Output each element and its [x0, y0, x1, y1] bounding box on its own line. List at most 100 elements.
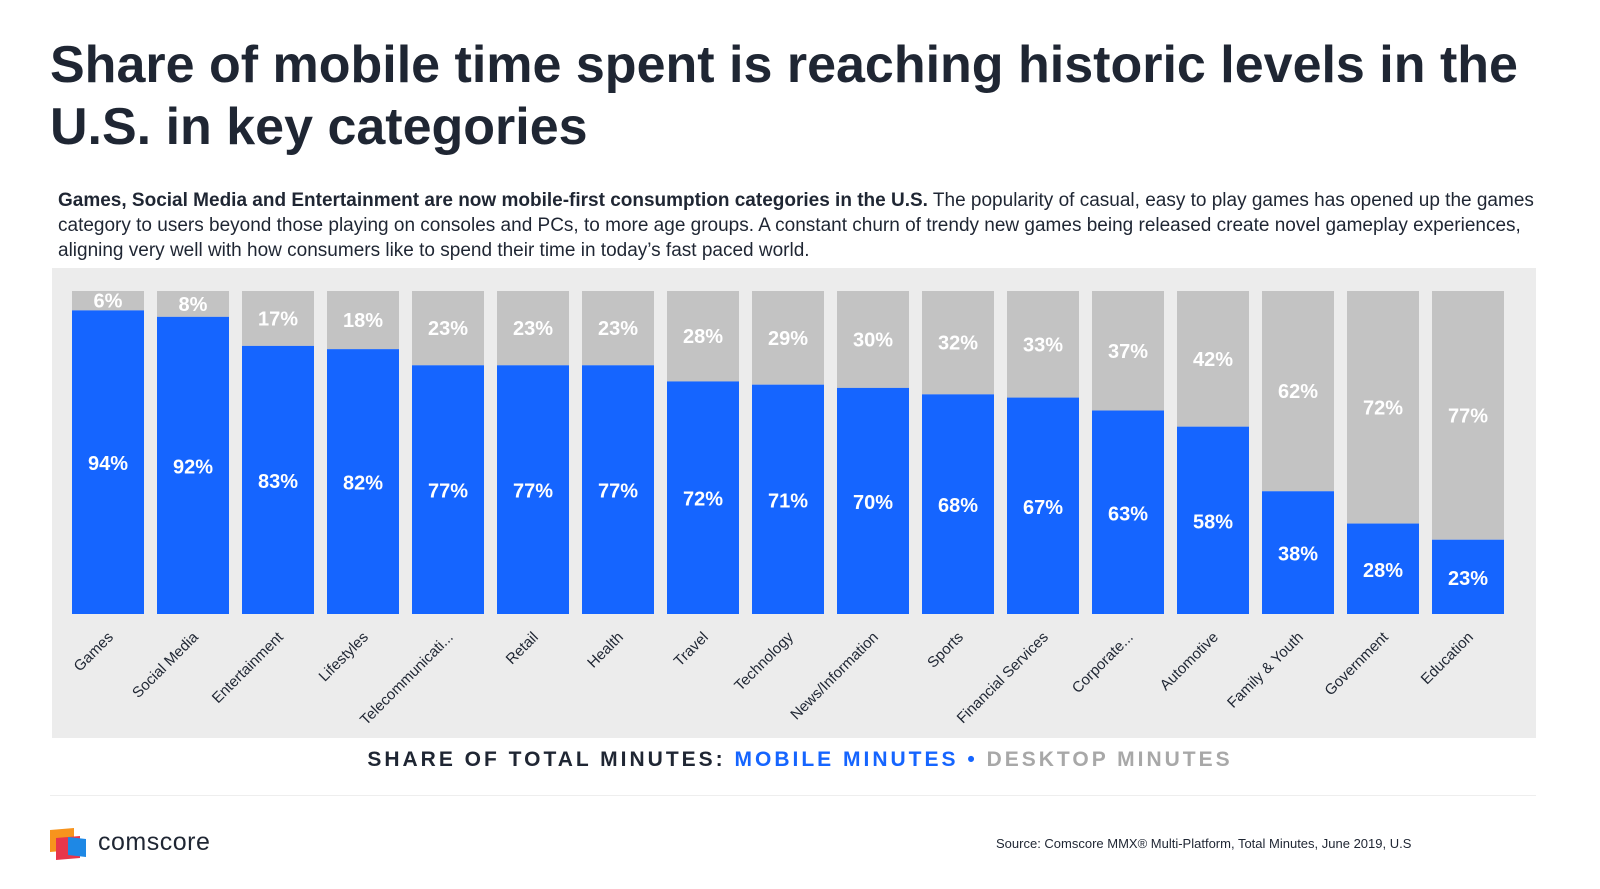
category-label: Education — [1418, 629, 1477, 688]
mobile-bar — [1262, 491, 1334, 614]
desktop-bar — [1007, 291, 1079, 398]
mobile-value-label: 94% — [88, 453, 128, 475]
mobile-value-label: 92% — [173, 456, 213, 478]
category-label: Family & Youth — [1224, 629, 1307, 712]
desktop-value-label: 37% — [1108, 341, 1148, 363]
desktop-value-label: 30% — [853, 329, 893, 351]
mobile-bar — [497, 365, 569, 614]
desktop-value-label: 72% — [1363, 397, 1403, 419]
mobile-value-label: 28% — [1363, 560, 1403, 582]
mobile-value-label: 68% — [938, 495, 978, 517]
mobile-bar — [667, 381, 739, 614]
mobile-value-label: 72% — [683, 489, 723, 511]
mobile-value-label: 67% — [1023, 497, 1063, 519]
desktop-bar — [582, 291, 654, 366]
mobile-value-label: 23% — [1448, 568, 1488, 590]
mobile-bar — [837, 387, 909, 614]
mobile-value-label: 70% — [853, 492, 893, 514]
chart-panel: 94% 6% Games 92% 8% Social Media 83% 17% Enterta… — [52, 268, 1536, 738]
legend-desktop: DESKTOP MINUTES — [986, 748, 1233, 771]
desktop-value-label: 32% — [938, 333, 978, 355]
legend-separator: • — [967, 748, 978, 771]
mobile-bar — [752, 384, 824, 614]
category-label: Entertainment — [209, 628, 288, 707]
desktop-bar — [72, 291, 144, 311]
mobile-bar — [922, 394, 994, 614]
mobile-value-label: 82% — [343, 473, 383, 495]
desktop-bar — [242, 291, 314, 346]
source-note: Source: Comscore MMX® Multi-Platform, To… — [996, 836, 1412, 851]
stacked-bar-chart: 94% 6% Games 92% 8% Social Media 83% 17% Enterta… — [71, 291, 1504, 729]
category-label: Corporate... — [1069, 629, 1137, 697]
desktop-value-label: 23% — [598, 318, 638, 340]
category-label: Government — [1321, 628, 1392, 699]
mobile-bar — [1007, 397, 1079, 614]
desktop-value-label: 18% — [343, 310, 383, 332]
desktop-bar — [412, 291, 484, 366]
desktop-bar — [1092, 291, 1164, 411]
mobile-bar — [582, 365, 654, 614]
desktop-bar — [1177, 291, 1249, 427]
desktop-bar — [667, 291, 739, 382]
description-bold: Games, Social Media and Entertainment ar… — [58, 190, 928, 211]
desktop-value-label: 29% — [768, 328, 808, 350]
category-label: News/Information — [787, 629, 882, 724]
desktop-value-label: 77% — [1448, 405, 1488, 427]
description: Games, Social Media and Entertainment ar… — [58, 188, 1538, 263]
mobile-bar — [327, 349, 399, 614]
mobile-value-label: 63% — [1108, 503, 1148, 525]
mobile-value-label: 77% — [428, 481, 468, 503]
mobile-value-label: 58% — [1193, 511, 1233, 533]
desktop-bar — [157, 291, 229, 317]
mobile-value-label: 83% — [258, 471, 298, 493]
logo-blue-shape — [68, 837, 86, 857]
desktop-value-label: 6% — [94, 291, 123, 313]
footer-divider — [50, 795, 1536, 796]
desktop-value-label: 28% — [683, 326, 723, 348]
mobile-bar — [1347, 523, 1419, 614]
brand-name: comscore — [98, 828, 211, 856]
desktop-value-label: 62% — [1278, 381, 1318, 403]
mobile-bar — [72, 310, 144, 614]
category-label: Lifestyles — [316, 629, 372, 685]
legend-lead: SHARE OF TOTAL MINUTES: — [367, 748, 726, 771]
category-label: Sports — [924, 629, 967, 672]
desktop-value-label: 23% — [513, 318, 553, 340]
mobile-bar — [1177, 426, 1249, 614]
desktop-value-label: 8% — [179, 294, 208, 316]
page-title: Share of mobile time spent is reaching h… — [50, 36, 1518, 156]
mobile-bar — [412, 365, 484, 614]
desktop-bar — [1347, 291, 1419, 524]
desktop-value-label: 23% — [428, 318, 468, 340]
category-label: Retail — [503, 629, 542, 668]
desktop-bar — [327, 291, 399, 350]
category-label: Health — [584, 629, 627, 672]
category-label: Technology — [731, 628, 797, 694]
desktop-value-label: 17% — [258, 308, 298, 330]
mobile-bar — [242, 345, 314, 614]
chart-legend: SHARE OF TOTAL MINUTES: MOBILE MINUTES •… — [0, 748, 1600, 772]
category-label: Telecommunicati... — [357, 629, 457, 729]
mobile-bar — [1432, 539, 1504, 614]
mobile-value-label: 77% — [513, 481, 553, 503]
comscore-logo-icon — [50, 828, 86, 860]
mobile-bar — [157, 316, 229, 614]
category-label: Travel — [671, 629, 712, 670]
desktop-bar — [1432, 291, 1504, 540]
mobile-value-label: 71% — [768, 490, 808, 512]
desktop-bar — [752, 291, 824, 385]
description-text: The popularity of casual, easy to play g… — [58, 190, 1534, 261]
desktop-bar — [837, 291, 909, 388]
category-label: Games — [71, 629, 117, 675]
legend-mobile: MOBILE MINUTES — [734, 748, 959, 771]
category-label: Social Media — [129, 628, 202, 701]
mobile-value-label: 38% — [1278, 544, 1318, 566]
desktop-bar — [497, 291, 569, 366]
desktop-bar — [922, 291, 994, 395]
mobile-bar — [1092, 410, 1164, 614]
category-label: Financial Services — [954, 629, 1052, 727]
category-label: Automotive — [1157, 629, 1222, 694]
desktop-value-label: 42% — [1193, 349, 1233, 371]
desktop-value-label: 33% — [1023, 334, 1063, 356]
desktop-bar — [1262, 291, 1334, 492]
